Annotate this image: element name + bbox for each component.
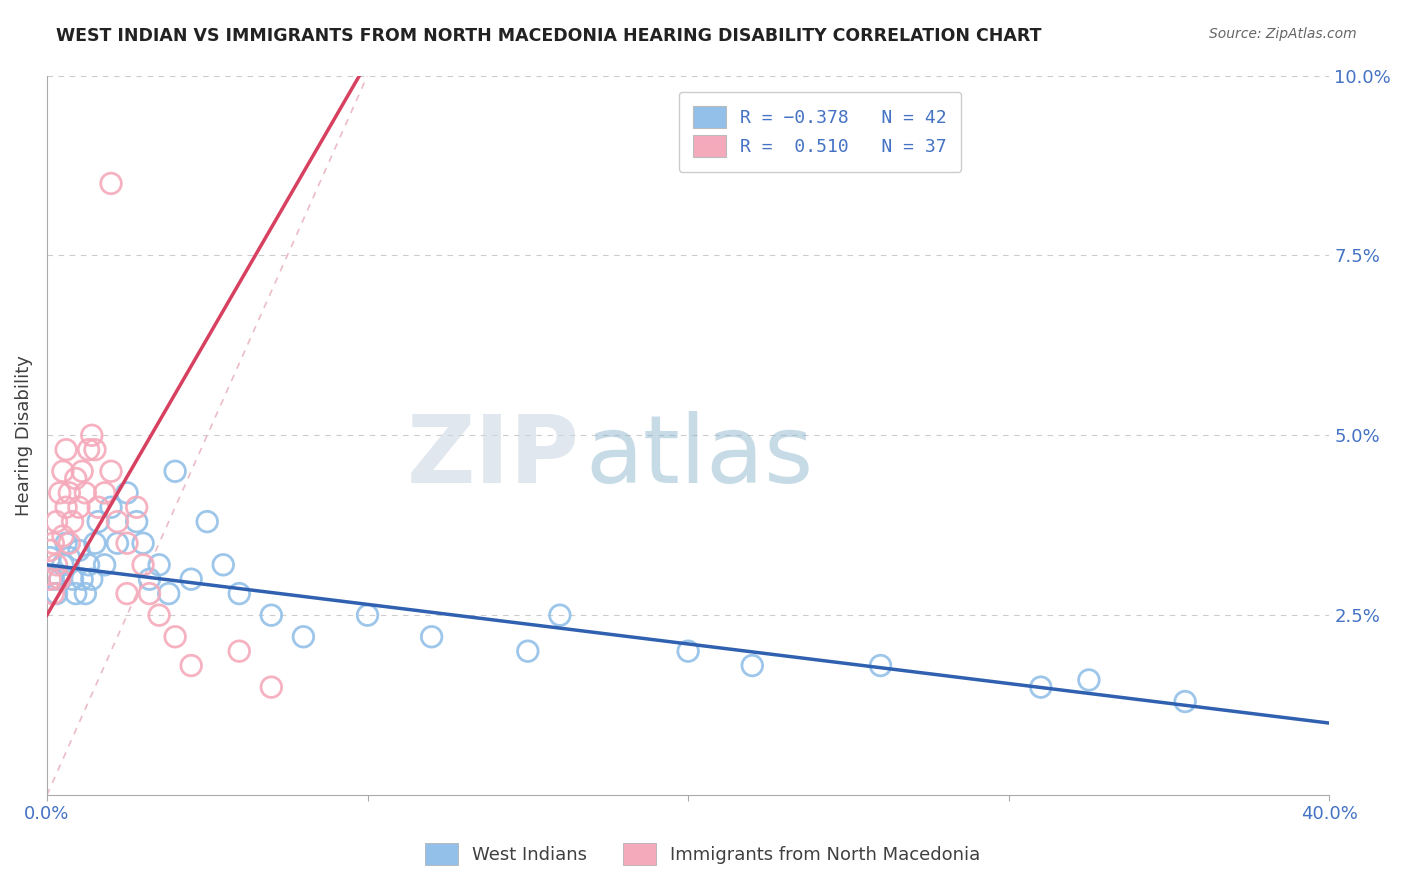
Point <box>195 515 218 529</box>
Text: ZIP: ZIP <box>406 411 579 503</box>
Point <box>39 572 62 586</box>
Point <box>67 500 90 515</box>
Text: WEST INDIAN VS IMMIGRANTS FROM NORTH MACEDONIA HEARING DISABILITY CORRELATION CH: WEST INDIAN VS IMMIGRANTS FROM NORTH MAC… <box>56 27 1042 45</box>
Point <box>100 500 122 515</box>
Point <box>52 464 75 478</box>
Point <box>260 680 283 694</box>
Point <box>75 486 97 500</box>
Point <box>228 586 250 600</box>
Point <box>1029 680 1052 694</box>
Point <box>58 536 80 550</box>
Point <box>356 608 378 623</box>
Point <box>67 543 90 558</box>
Point <box>148 558 170 572</box>
Point <box>80 428 103 442</box>
Point <box>132 536 155 550</box>
Point <box>42 536 65 550</box>
Point <box>52 558 75 572</box>
Point <box>93 558 115 572</box>
Point <box>132 558 155 572</box>
Point <box>548 608 571 623</box>
Point <box>157 586 180 600</box>
Point <box>48 486 70 500</box>
Point <box>84 536 107 550</box>
Point <box>55 536 77 550</box>
Point <box>84 442 107 457</box>
Point <box>1077 673 1099 687</box>
Point <box>228 644 250 658</box>
Point <box>42 586 65 600</box>
Point <box>65 471 87 485</box>
Point <box>869 658 891 673</box>
Point <box>87 515 110 529</box>
Point <box>260 608 283 623</box>
Y-axis label: Hearing Disability: Hearing Disability <box>15 355 32 516</box>
Point <box>100 464 122 478</box>
Point <box>70 464 93 478</box>
Point <box>165 630 187 644</box>
Point <box>180 572 202 586</box>
Point <box>100 177 122 191</box>
Point <box>45 558 67 572</box>
Point <box>52 529 75 543</box>
Point <box>80 572 103 586</box>
Point <box>516 644 538 658</box>
Point <box>55 442 77 457</box>
Point <box>62 572 84 586</box>
Point <box>48 572 70 586</box>
Legend: West Indians, Immigrants from North Macedonia: West Indians, Immigrants from North Mace… <box>416 834 990 874</box>
Point <box>292 630 315 644</box>
Point <box>55 500 77 515</box>
Point <box>48 572 70 586</box>
Point <box>58 486 80 500</box>
Point <box>148 608 170 623</box>
Point <box>39 550 62 565</box>
Point <box>741 658 763 673</box>
Point <box>676 644 699 658</box>
Point <box>212 558 235 572</box>
Point <box>65 586 87 600</box>
Point <box>70 572 93 586</box>
Text: Source: ZipAtlas.com: Source: ZipAtlas.com <box>1209 27 1357 41</box>
Point <box>115 486 138 500</box>
Point <box>165 464 187 478</box>
Point <box>1174 694 1197 708</box>
Point <box>138 586 160 600</box>
Point <box>93 486 115 500</box>
Point <box>45 586 67 600</box>
Point <box>87 500 110 515</box>
Point <box>62 515 84 529</box>
Point <box>180 658 202 673</box>
Point <box>107 536 129 550</box>
Point <box>75 586 97 600</box>
Point <box>39 543 62 558</box>
Point <box>125 515 148 529</box>
Point <box>125 500 148 515</box>
Point <box>42 572 65 586</box>
Point <box>77 558 100 572</box>
Point <box>115 586 138 600</box>
Point <box>77 442 100 457</box>
Point <box>107 515 129 529</box>
Legend: R = −0.378   N = 42, R =  0.510   N = 37: R = −0.378 N = 42, R = 0.510 N = 37 <box>679 92 962 172</box>
Point <box>115 536 138 550</box>
Text: atlas: atlas <box>585 411 814 503</box>
Point <box>58 550 80 565</box>
Point <box>45 515 67 529</box>
Point <box>420 630 443 644</box>
Point <box>138 572 160 586</box>
